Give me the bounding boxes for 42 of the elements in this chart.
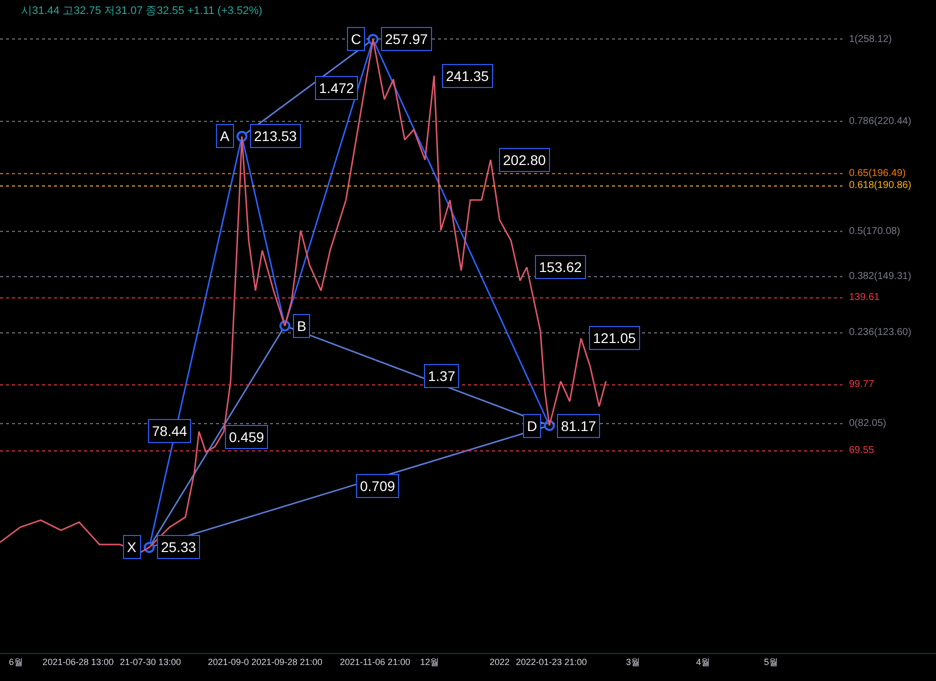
annotation: 1.472: [319, 80, 354, 96]
annotation: 241.35: [446, 68, 490, 84]
text: 시31.44 고32.75 저31.07 종32.55 +1.11 (+3.52%): [21, 5, 262, 17]
annotation: 1.37: [428, 368, 456, 384]
ref-line-label: 0.65(196.49): [849, 168, 906, 179]
annotation: X: [127, 539, 137, 555]
ref-line-label: 0.382(149.31): [849, 271, 912, 282]
annotation: 78.44: [152, 423, 188, 439]
annotation: A: [220, 128, 230, 144]
x-tick-label: 4월: [696, 656, 710, 667]
annotation: B: [297, 318, 306, 334]
ref-line-label: 99.77: [849, 379, 874, 390]
annotation: 81.17: [561, 418, 596, 434]
annotation: 202.80: [503, 152, 546, 168]
annotation: 0.459: [229, 429, 264, 445]
x-tick-label: 2021-09-28 21:00: [251, 656, 322, 667]
x-tick-label: 2021-06-28 13:00: [42, 656, 114, 667]
ref-line-label: 0.5(170.08): [849, 226, 900, 237]
annotation: C: [351, 31, 362, 47]
x-tick-label: 21-07-30 13:00: [120, 656, 181, 667]
x-tick-label: 6월: [8, 656, 23, 667]
x-tick-label: 2022: [490, 656, 510, 667]
x-tick-label: 2021-11-06 21:00: [340, 656, 410, 667]
ref-line-label: 139.61: [849, 292, 880, 303]
ref-line-label: 69.55: [849, 445, 874, 456]
x-tick-label: 5월: [764, 656, 778, 667]
annotation: 153.62: [539, 259, 582, 275]
x-tick-label: 3월: [626, 656, 640, 667]
annotation: D: [527, 418, 538, 434]
annotation: 213.53: [254, 128, 298, 144]
x-tick-label: 2021-09-0: [208, 656, 249, 667]
x-tick-label: 2022-01-23 21:00: [516, 656, 587, 667]
x-tick-label: 12월: [420, 656, 440, 667]
annotation: 0.709: [360, 478, 396, 494]
ref-line-label: 0(82.05): [849, 418, 886, 429]
ref-line-label: 0.786(220.44): [849, 116, 912, 127]
annotation: 25.33: [161, 539, 196, 555]
annotation: 257.97: [385, 31, 428, 47]
ref-line-label: 1(258.12): [849, 34, 892, 45]
ref-line-label: 0.618(190.86): [849, 180, 912, 191]
ref-line-label: 0.236(123.60): [849, 327, 912, 338]
annotation: 121.05: [593, 330, 636, 346]
